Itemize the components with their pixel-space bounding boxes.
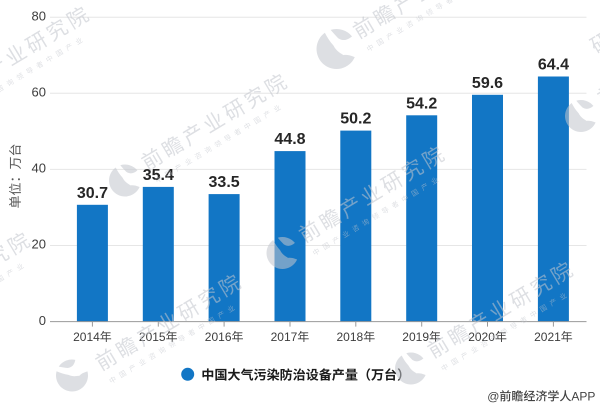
svg-text:30.7: 30.7: [77, 185, 108, 202]
svg-text:64.4: 64.4: [538, 57, 569, 74]
svg-text:2021: 2021: [534, 330, 561, 344]
svg-text:44.8: 44.8: [274, 131, 305, 148]
svg-text:APP: APP: [571, 389, 595, 403]
svg-text:35.4: 35.4: [143, 167, 174, 184]
svg-text:40: 40: [32, 161, 46, 176]
svg-text:60: 60: [32, 85, 46, 100]
svg-text:80: 80: [32, 8, 46, 23]
svg-text:0: 0: [39, 313, 46, 328]
svg-text:2018: 2018: [337, 330, 364, 344]
svg-text:2016: 2016: [205, 330, 232, 344]
svg-text:54.2: 54.2: [406, 95, 437, 112]
svg-text:2014: 2014: [73, 330, 100, 344]
svg-text:2020: 2020: [468, 330, 495, 344]
svg-text:2017: 2017: [271, 330, 298, 344]
svg-text:20: 20: [32, 237, 46, 252]
svg-text:50.2: 50.2: [340, 111, 371, 128]
svg-text:59.6: 59.6: [472, 75, 503, 92]
svg-text:@: @: [487, 389, 499, 403]
svg-text:2019: 2019: [402, 330, 429, 344]
svg-text:33.5: 33.5: [209, 174, 240, 191]
